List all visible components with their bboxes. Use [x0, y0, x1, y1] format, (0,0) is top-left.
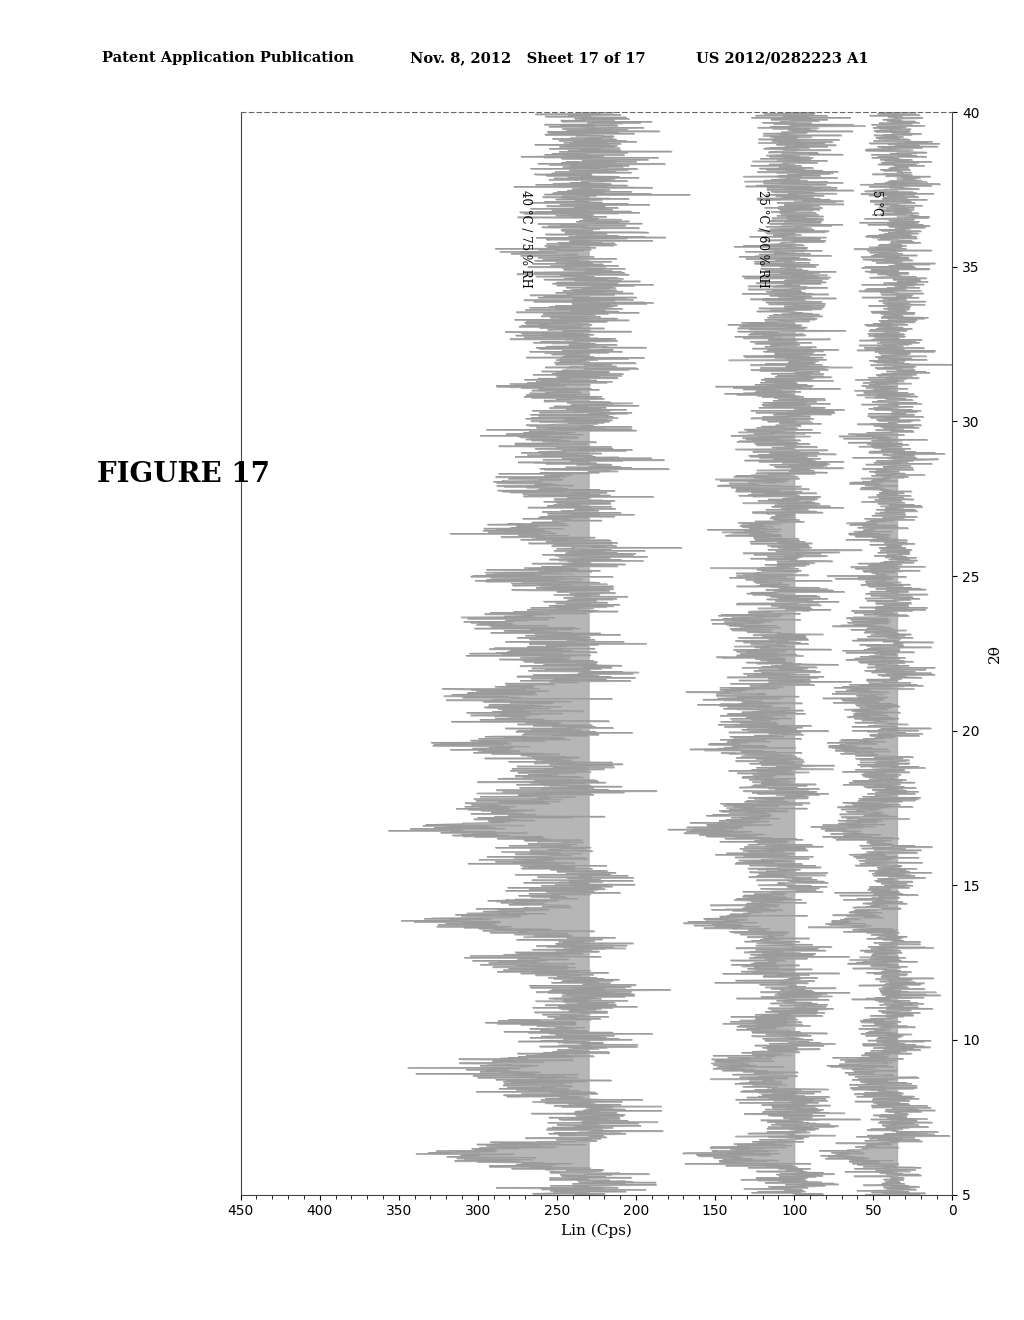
- Y-axis label: 2θ: 2θ: [988, 644, 1002, 663]
- Text: 25 °C / 60 % RH: 25 °C / 60 % RH: [756, 190, 769, 288]
- Text: 5 °C: 5 °C: [870, 190, 883, 215]
- X-axis label: Lin (Cps): Lin (Cps): [561, 1224, 632, 1238]
- Text: US 2012/0282223 A1: US 2012/0282223 A1: [696, 51, 869, 65]
- Text: FIGURE 17: FIGURE 17: [97, 461, 270, 488]
- Text: 40 °C / 75 % RH: 40 °C / 75 % RH: [519, 190, 531, 288]
- Text: Patent Application Publication: Patent Application Publication: [102, 51, 354, 65]
- Text: Nov. 8, 2012   Sheet 17 of 17: Nov. 8, 2012 Sheet 17 of 17: [410, 51, 645, 65]
